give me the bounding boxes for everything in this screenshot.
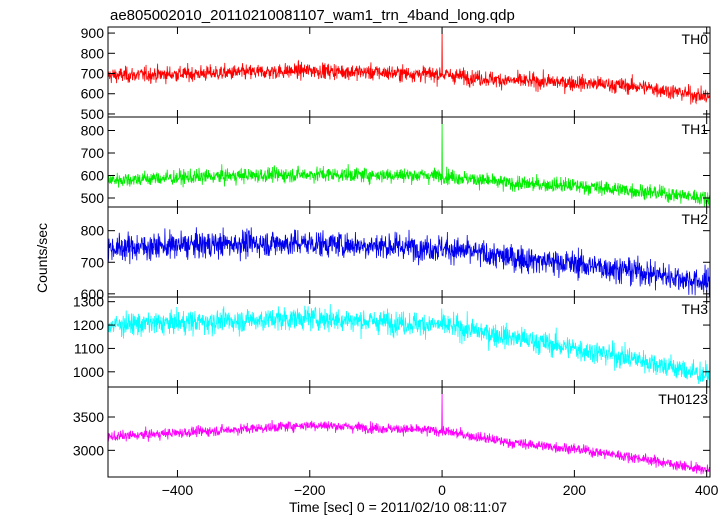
- series-line-th2: [108, 227, 710, 297]
- panels: 500 600 700 800 900 TH0 500 600 700 800 TH1 600 700 8…: [73, 25, 711, 478]
- y-tick-label: 700: [81, 145, 105, 161]
- panel-label-th3: TH3: [682, 301, 709, 317]
- series-line-th0: [108, 28, 710, 105]
- x-axis: −400 −200 0 200 400: [162, 482, 719, 498]
- y-tick-label: 800: [81, 123, 105, 139]
- y-tick-label: 700: [81, 66, 105, 82]
- y-tick-label: 3500: [73, 409, 104, 425]
- panel-frame: [107, 386, 711, 478]
- panel-frame: [107, 116, 711, 208]
- series-line-th3: [108, 304, 710, 387]
- y-tick-label: 500: [81, 106, 105, 122]
- y-tick-label: 1300: [73, 294, 104, 310]
- series-line-th0123: [108, 390, 710, 475]
- x-tick-label: −200: [294, 482, 326, 498]
- y-tick-label: 3000: [73, 442, 104, 458]
- panel-label-th1: TH1: [682, 121, 709, 137]
- panel-th3: 1000 1100 1200 1300 TH3: [73, 294, 711, 388]
- panel-th1: 500 600 700 800 TH1: [81, 116, 711, 208]
- x-tick-label: 0: [438, 482, 446, 498]
- chart-title: ae805002010_20110210081107_wam1_trn_4ban…: [110, 7, 515, 24]
- y-tick-label: 600: [81, 168, 105, 184]
- series-line-th1: [108, 118, 710, 207]
- panel-th0: 500 600 700 800 900 TH0: [81, 25, 711, 122]
- x-tick-label: 200: [563, 482, 587, 498]
- x-tick-label: −400: [162, 482, 194, 498]
- panel-label-th0: TH0: [682, 31, 709, 47]
- panel-frame: [107, 296, 711, 388]
- y-tick-label: 1100: [74, 340, 104, 356]
- x-tick-label: 400: [695, 482, 719, 498]
- y-tick-label: 600: [81, 86, 105, 102]
- y-axis-title: Counts/sec: [34, 223, 50, 293]
- y-tick-label: 900: [81, 25, 105, 41]
- y-tick-label: 800: [81, 223, 105, 239]
- x-axis-title: Time [sec] 0 = 2011/02/10 08:11:07: [289, 499, 507, 515]
- panel-label-th2: TH2: [682, 211, 709, 227]
- panel-th2: 600 700 800 TH2: [81, 206, 711, 302]
- y-tick-label: 600: [81, 286, 105, 302]
- y-tick-label: 1000: [73, 364, 104, 380]
- y-tick-label: 1200: [73, 317, 104, 333]
- panel-th0123: 3000 3500 TH0123: [73, 386, 711, 478]
- y-tick-label: 700: [81, 254, 105, 270]
- y-tick-label: 500: [81, 190, 105, 206]
- y-tick-label: 800: [81, 45, 105, 61]
- panel-label-th0123: TH0123: [658, 391, 708, 407]
